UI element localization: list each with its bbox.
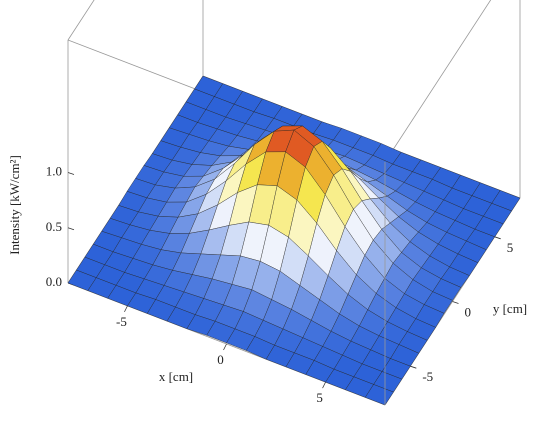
y-tick-label: 5 [507, 240, 514, 255]
y-axis-label: y [cm] [493, 301, 527, 316]
x-tick-label: 5 [316, 390, 323, 405]
x-tick-label: 0 [217, 352, 224, 367]
x-tick [322, 381, 326, 389]
z-axis-label: Intensity [kW/cm²] [7, 155, 22, 255]
y-tick [452, 301, 459, 304]
z-tick-label: 0.0 [46, 274, 62, 289]
x-axis-label: x [cm] [159, 369, 193, 384]
z-tick [67, 172, 75, 175]
z-tick [67, 227, 75, 231]
x-tick [223, 343, 227, 351]
x-tick-label: -5 [116, 314, 127, 329]
z-tick-label: 1.0 [46, 164, 62, 179]
surface-cell [364, 384, 394, 406]
box-edge [384, 0, 492, 163]
y-tick-label: 0 [465, 304, 472, 319]
y-tick [494, 236, 501, 240]
box-edge [67, 0, 95, 41]
x-tick [124, 305, 128, 313]
z-tick-label: 0.5 [46, 219, 62, 234]
y-tick-label: -5 [422, 369, 433, 384]
y-tick [410, 365, 417, 369]
